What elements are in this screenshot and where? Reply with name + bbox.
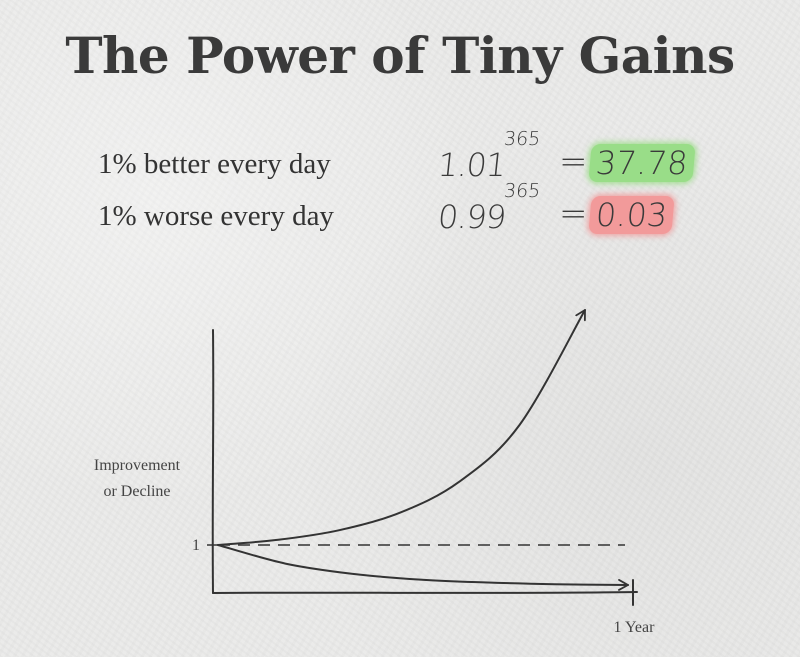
series-line-worse	[217, 544, 629, 591]
y-tick-label: 1	[192, 537, 200, 554]
x-axis	[212, 591, 638, 594]
series-line-better	[217, 309, 586, 546]
x-tick-label: 1 Year	[614, 619, 656, 636]
y-axis	[211, 329, 215, 594]
page-title: The Power of Tiny Gains	[65, 26, 735, 85]
equals-sign: =	[559, 194, 588, 234]
y-axis-label-line1: Improvement	[94, 457, 181, 474]
y-axis-label-line2: or Decline	[103, 483, 170, 500]
equation-label: 1% worse every day	[98, 200, 334, 232]
equals-sign: =	[559, 142, 588, 182]
equation-label: 1% better every day	[98, 148, 331, 180]
